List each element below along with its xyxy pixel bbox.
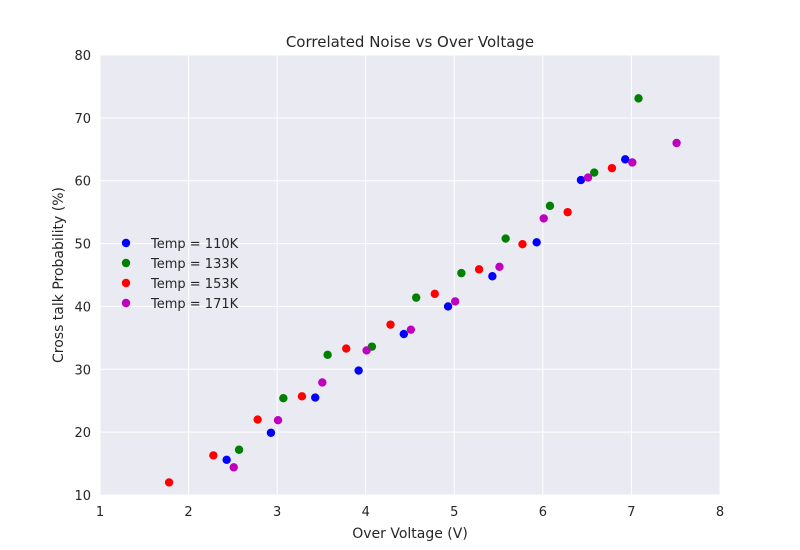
data-point [672,138,681,148]
y-tick-label: 70 [74,112,91,127]
data-point [297,392,307,401]
data-points [164,94,681,487]
grid-lines [99,54,721,496]
legend-label: Temp = 133K [150,257,239,272]
legend-label: Temp = 171K [150,297,239,312]
x-tick-labels: 1 2 3 4 5 6 7 8 [96,505,724,520]
data-point [209,451,218,460]
y-axis-label: Cross talk Probability (%) [51,187,67,363]
data-point [362,346,371,355]
data-point [628,158,637,167]
x-tick-label: 2 [184,505,192,520]
data-point [621,155,630,164]
series-points [222,155,630,464]
data-point [576,175,586,185]
data-point [311,393,320,402]
data-point [279,394,288,403]
y-tick-label: 30 [74,363,91,378]
data-point [386,320,395,329]
y-tick-label: 80 [74,49,91,64]
data-point [457,268,466,278]
data-point [318,378,327,387]
y-tick-label: 20 [74,426,91,441]
data-point [488,272,497,281]
x-tick-label: 7 [627,505,635,520]
plot-area-background [100,55,720,495]
data-point [234,445,244,454]
x-tick-label: 1 [96,505,104,520]
data-point [342,344,351,353]
legend-label: Temp = 153K [150,277,239,292]
legend-label: Temp = 110K [150,237,239,252]
data-point [354,366,363,375]
data-point [501,234,510,243]
data-point [474,265,484,274]
data-point [590,168,599,177]
x-tick-label: 4 [362,505,370,520]
data-point [518,240,527,249]
data-point [229,463,238,472]
x-tick-label: 8 [716,505,724,520]
data-point [634,94,643,103]
data-point [607,163,617,173]
x-axis-label: Over Voltage (V) [352,526,468,542]
y-tick-label: 50 [74,238,91,253]
data-point [273,416,283,425]
y-tick-label: 60 [74,175,91,190]
data-point [532,238,541,247]
chart-title: Correlated Noise vs Over Voltage [286,33,534,51]
legend: Temp = 110K Temp = 133K Temp = 153K Temp = … [121,237,239,312]
series-points [229,138,681,472]
data-point [545,201,555,211]
data-point [539,214,548,223]
data-point [450,297,460,306]
legend-marker [121,238,131,248]
data-point [495,262,504,272]
data-point [399,329,408,339]
data-point [266,428,276,437]
x-tick-label: 6 [539,505,547,520]
data-point [443,302,453,311]
data-point [222,455,231,464]
data-point [563,207,572,217]
legend-marker [121,298,131,308]
data-point [164,478,174,487]
y-tick-labels: 10 20 30 40 50 60 70 80 [74,49,91,504]
y-tick-label: 10 [74,489,91,504]
legend-marker [121,258,131,268]
data-point [323,350,332,360]
x-tick-label: 3 [273,505,281,520]
data-point [253,415,262,424]
series-points [164,163,617,487]
legend-marker [121,278,131,288]
data-point [430,289,439,299]
data-point [406,325,416,334]
x-tick-label: 5 [450,505,458,520]
data-point [583,173,593,182]
y-tick-label: 40 [74,300,91,315]
data-point [412,293,421,302]
